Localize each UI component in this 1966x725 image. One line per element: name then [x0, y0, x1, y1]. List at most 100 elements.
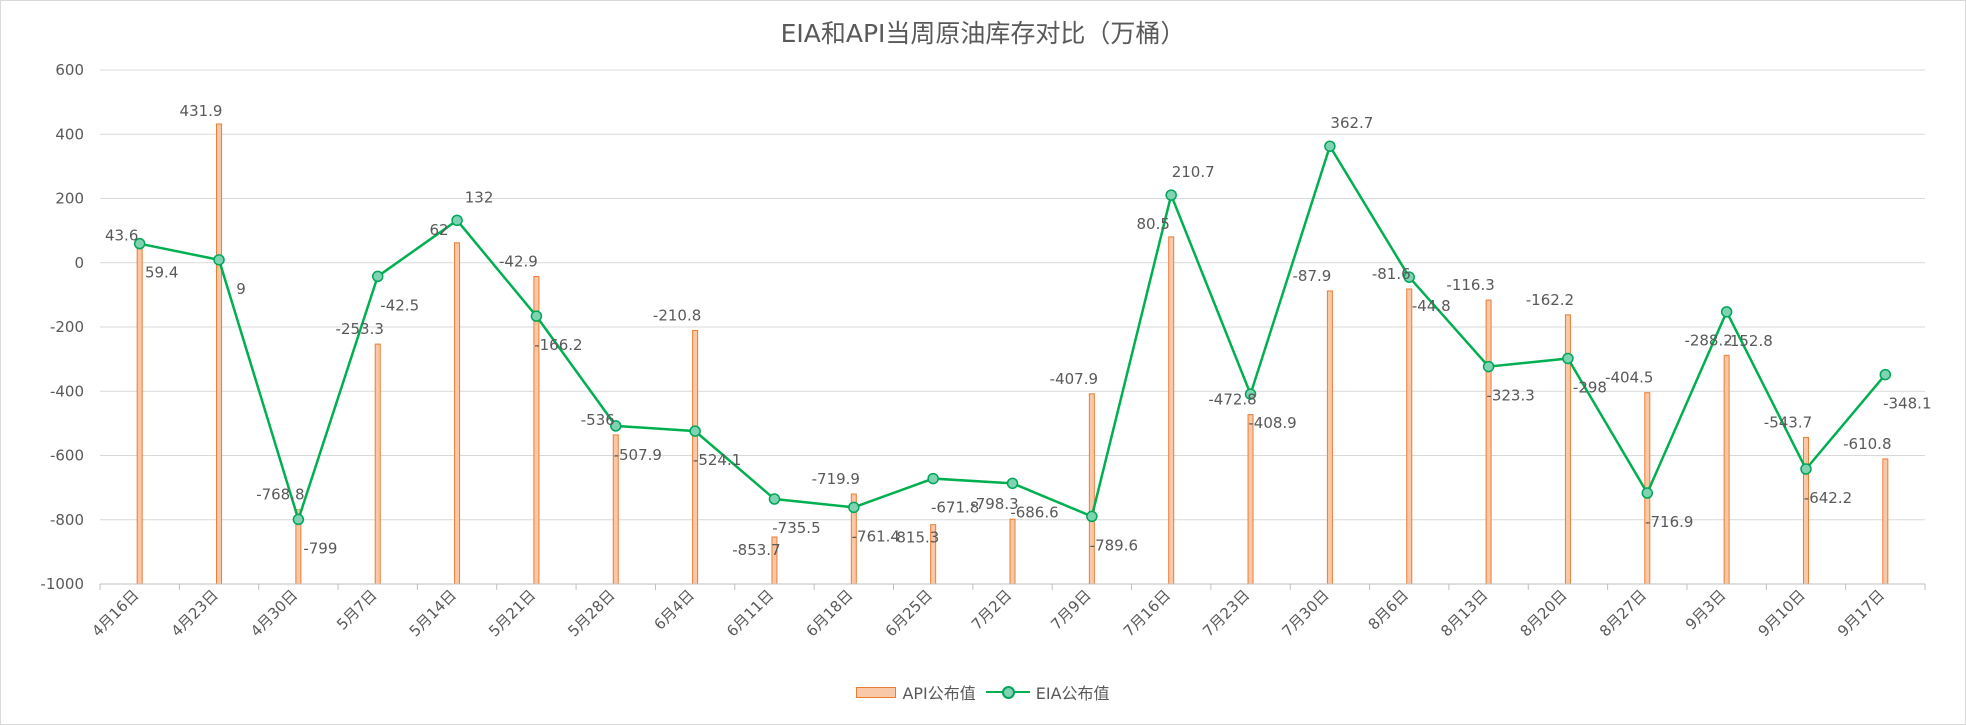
x-tick-label: 6月18日: [802, 586, 856, 640]
y-tick-label: -400: [50, 382, 84, 400]
eia-data-label: 210.7: [1172, 163, 1215, 181]
x-tick-label: 4月30日: [247, 586, 301, 640]
eia-data-label: 362.7: [1330, 114, 1373, 132]
api-bar: [1247, 414, 1254, 585]
eia-point: [768, 493, 781, 505]
eia-data-label: -42.5: [380, 296, 419, 314]
eia-data-label: -524.1: [693, 451, 741, 469]
api-bar: [533, 276, 540, 585]
x-tick-label: 7月30日: [1279, 586, 1333, 640]
eia-point: [610, 420, 622, 432]
eia-data-label: -323.3: [1486, 387, 1534, 405]
eia-point: [530, 310, 543, 322]
eia-data-label: -408.9: [1248, 414, 1296, 432]
legend-swatch-api: [856, 686, 897, 698]
eia-series-line: [139, 143, 1887, 524]
api-data-label: -853.7: [732, 541, 780, 559]
api-bar: [1485, 299, 1492, 585]
x-tick-label: 8月20日: [1517, 586, 1571, 640]
eia-data-label: -507.9: [614, 446, 662, 464]
api-data-label: -768.8: [256, 486, 304, 504]
api-data-label: 43.6: [105, 227, 138, 245]
eia-point: [1165, 189, 1177, 201]
eia-data-label: -716.9: [1645, 513, 1693, 531]
eia-data-label: -686.6: [1010, 503, 1058, 521]
y-axis: -1000 -800 -600 -400 -200 0 200 400 600: [40, 61, 84, 593]
x-tick-label: 8月13日: [1437, 586, 1491, 640]
y-tick-label: 0: [74, 254, 84, 272]
x-tick-label: 8月27日: [1596, 586, 1650, 640]
api-data-label: 62: [430, 221, 449, 239]
eia-point: [1403, 271, 1415, 283]
y-tick-label: -1000: [40, 575, 84, 593]
eia-data-label: -152.8: [1724, 332, 1772, 350]
eia-point: [451, 214, 463, 227]
chart-title: EIA和API当周原油库存对比（万桶）: [780, 19, 1186, 48]
api-bar: [136, 248, 143, 585]
api-bar: [1088, 393, 1095, 585]
eia-point: [1482, 360, 1495, 373]
api-data-label: -472.8: [1208, 391, 1256, 409]
eia-point: [1641, 487, 1654, 499]
eia-point: [927, 472, 939, 485]
x-tick-label: 9月17日: [1834, 586, 1888, 640]
x-tick-label: 9月3日: [1682, 586, 1729, 633]
eia-data-label: -642.2: [1804, 489, 1852, 507]
y-tick-label: -200: [50, 318, 84, 336]
api-data-label: -536: [581, 411, 615, 429]
api-data-label: -815.3: [891, 529, 939, 547]
x-tick-label: 7月23日: [1199, 586, 1253, 640]
y-tick-label: -600: [50, 447, 84, 465]
legend: API公布值 EIA公布值: [0, 680, 1966, 704]
x-tick-label: 6月11日: [723, 586, 777, 640]
x-axis: 4月16日 4月23日 4月30日 5月7日 5月14日 5月21日 5月28日 6月4日 6月…: [88, 583, 1926, 640]
api-bar: [1406, 288, 1413, 585]
eia-data-label: -298: [1573, 378, 1607, 396]
x-tick-label: 6月25日: [882, 586, 936, 640]
api-bar: [1326, 290, 1333, 585]
y-tick-label: 200: [55, 190, 84, 208]
x-tick-label: 4月23日: [168, 586, 222, 640]
api-data-label: -210.8: [653, 306, 701, 324]
api-bar: [374, 343, 381, 585]
eia-point: [1006, 477, 1019, 490]
api-bar: [1723, 354, 1730, 585]
x-tick-label: 7月16日: [1120, 586, 1174, 640]
api-bar: [1009, 518, 1016, 585]
gridlines: [100, 69, 1925, 585]
y-tick-label: 600: [55, 61, 84, 79]
eia-data-label: 9: [236, 280, 246, 298]
y-tick-label: -800: [50, 511, 84, 529]
api-data-label: -798.3: [970, 495, 1018, 513]
eia-data-label: -44.8: [1412, 297, 1451, 315]
api-bar: [454, 242, 461, 585]
x-tick-label: 7月9日: [1047, 586, 1094, 633]
eia-point: [689, 425, 701, 437]
api-bar: [1802, 436, 1809, 585]
x-tick-label: 9月10日: [1755, 586, 1809, 640]
api-data-label: -610.8: [1843, 435, 1891, 453]
eia-point: [1562, 352, 1574, 365]
eia-point: [1879, 368, 1892, 381]
api-data-label: -253.3: [336, 320, 384, 338]
legend-item-eia: EIA公布值: [985, 680, 1110, 704]
eia-data-label: -671.8: [931, 499, 979, 517]
eia-point: [1244, 388, 1257, 400]
data-labels: 43.6 431.9 -768.8 -253.3 62 -42.9 -536 -210.8 -8…: [105, 102, 1932, 559]
eia-point: [1324, 140, 1336, 152]
api-data-label: -404.5: [1605, 369, 1653, 387]
x-tick-label: 7月2日: [968, 586, 1015, 633]
legend-swatch-eia: [985, 685, 1030, 699]
api-bar: [1882, 458, 1889, 585]
api-data-label: -42.9: [499, 253, 538, 271]
eia-point: [292, 513, 305, 526]
x-tick-label: 5月14日: [406, 586, 460, 640]
api-data-label: -87.9: [1292, 267, 1331, 285]
x-tick-label: 5月21日: [485, 586, 539, 640]
api-bar: [1168, 236, 1175, 585]
eia-data-label: -735.5: [772, 519, 820, 537]
x-tick-label: 8月6日: [1365, 586, 1412, 633]
x-tick-label: 4月16日: [88, 586, 142, 640]
